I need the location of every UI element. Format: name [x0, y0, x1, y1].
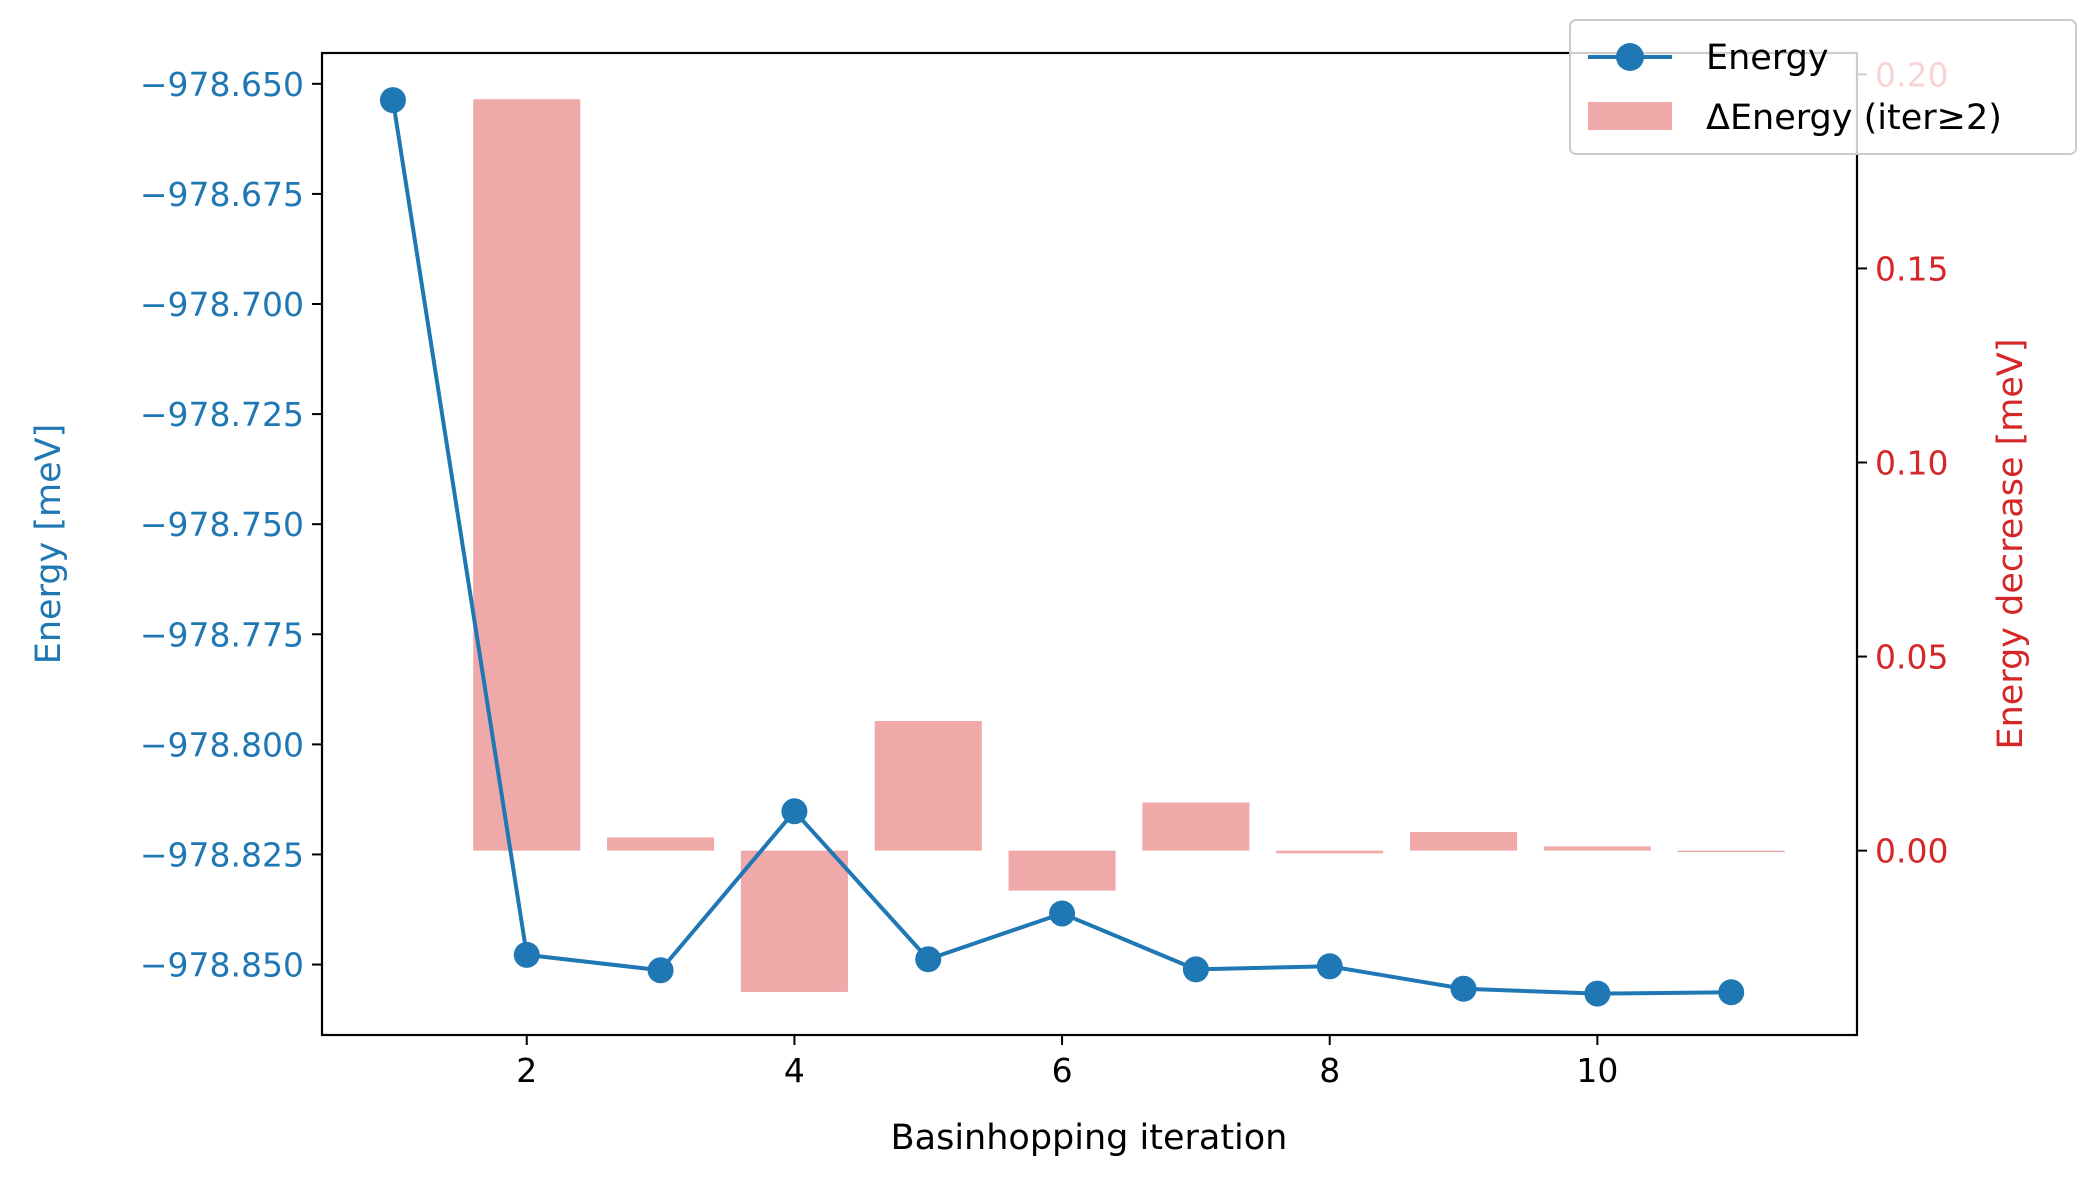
x-axis-label: Basinhopping iteration — [891, 1118, 1288, 1158]
bar-delta-energy — [874, 720, 982, 851]
bars-layer — [473, 99, 1785, 992]
y-left-tick-label: −978.800 — [140, 725, 304, 764]
bar-delta-energy — [1008, 850, 1116, 891]
x-tick-label: 4 — [784, 1051, 805, 1090]
y-left-tick-label: −978.725 — [140, 395, 304, 434]
y-left-tick-label: −978.675 — [140, 175, 304, 214]
y-left-tick-label: −978.825 — [140, 835, 304, 874]
x-tick-label: 10 — [1576, 1051, 1618, 1090]
x-tick-label: 2 — [516, 1051, 537, 1090]
y-right-tick-label: 0.05 — [1875, 638, 1948, 677]
energy-point — [1584, 980, 1611, 1007]
y-axis-left-label: Energy [meV] — [29, 424, 69, 665]
legend-label-delta-energy: ΔEnergy (iter≥2) — [1706, 98, 2002, 138]
bar-delta-energy — [1410, 832, 1518, 851]
y-left-tick-label: −978.775 — [140, 615, 304, 654]
x-axis: 2 4 6 8 10 — [516, 1035, 1618, 1090]
bar-delta-energy — [1677, 850, 1785, 853]
x-tick-label: 6 — [1052, 1051, 1073, 1090]
energy-point — [647, 957, 674, 984]
legend-label-energy: Energy — [1706, 38, 1829, 78]
energy-point — [1182, 956, 1209, 983]
y-left-tick-label: −978.750 — [140, 505, 304, 544]
energy-point — [513, 941, 540, 968]
energy-point — [1718, 979, 1745, 1006]
legend-bar-swatch — [1588, 102, 1672, 130]
energy-point — [379, 87, 406, 114]
energy-point — [1450, 975, 1477, 1002]
y-left-tick-label: −978.850 — [140, 946, 304, 985]
energy-point — [915, 946, 942, 973]
y-axis-right: 0.000.050.100.150.20 — [1857, 55, 1948, 871]
bar-delta-energy — [1276, 850, 1384, 854]
y-right-tick-label: 0.10 — [1875, 443, 1948, 482]
y-axis-right-label: Energy decrease [meV] — [1991, 338, 2031, 749]
bar-delta-energy — [1142, 802, 1250, 851]
y-right-tick-label: 0.00 — [1875, 832, 1948, 871]
energy-point — [781, 798, 808, 825]
bar-delta-energy — [1543, 846, 1651, 851]
legend-dot-marker — [1616, 43, 1644, 71]
plot-area-frame — [320, 51, 1859, 1037]
line-layer — [379, 87, 1745, 1007]
y-axis-left: −978.650 −978.675 −978.700 −978.725 −978.750… — [140, 65, 322, 985]
y-right-tick-label: 0.15 — [1875, 249, 1948, 288]
energy-point — [1316, 953, 1343, 980]
bar-delta-energy — [473, 99, 581, 851]
bar-delta-energy — [740, 850, 848, 992]
energy-point — [1049, 900, 1076, 927]
y-left-tick-label: −978.650 — [140, 65, 304, 104]
bar-delta-energy — [607, 837, 715, 851]
legend-frame — [1569, 19, 2077, 155]
legend: Energy ΔEnergy (iter≥2) — [1569, 19, 2077, 155]
x-tick-label: 8 — [1319, 1051, 1340, 1090]
y-left-tick-label: −978.700 — [140, 285, 304, 324]
